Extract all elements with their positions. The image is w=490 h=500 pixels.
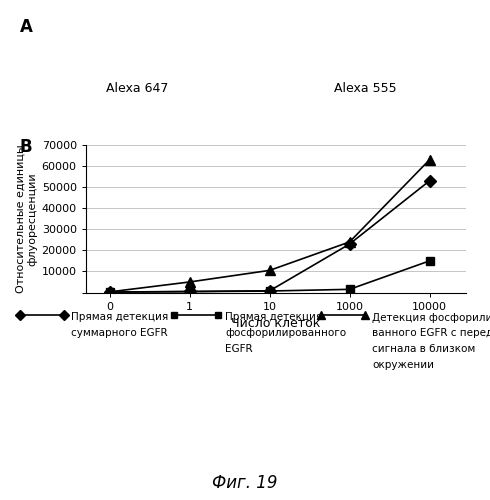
- Y-axis label: Относительные единицы
флуоресценции: Относительные единицы флуоресценции: [16, 144, 37, 293]
- Text: Прямая детекция: Прямая детекция: [71, 312, 168, 322]
- Text: A: A: [20, 18, 32, 36]
- X-axis label: Число клеток: Число клеток: [231, 317, 320, 330]
- Text: фосфорилированного: фосфорилированного: [225, 328, 346, 338]
- Text: сигнала в близком: сигнала в близком: [372, 344, 476, 354]
- Text: Прямая детекция: Прямая детекция: [225, 312, 322, 322]
- Text: окружении: окружении: [372, 360, 435, 370]
- Text: суммарного EGFR: суммарного EGFR: [71, 328, 168, 338]
- Text: ванного EGFR с передачей: ванного EGFR с передачей: [372, 328, 490, 338]
- Text: Фиг. 19: Фиг. 19: [212, 474, 278, 492]
- Text: Alexa 555: Alexa 555: [334, 82, 396, 96]
- Text: Детекция фосфорилиро-: Детекция фосфорилиро-: [372, 312, 490, 322]
- Text: Alexa 647: Alexa 647: [106, 82, 169, 96]
- Text: EGFR: EGFR: [225, 344, 253, 354]
- Text: B: B: [20, 138, 32, 156]
